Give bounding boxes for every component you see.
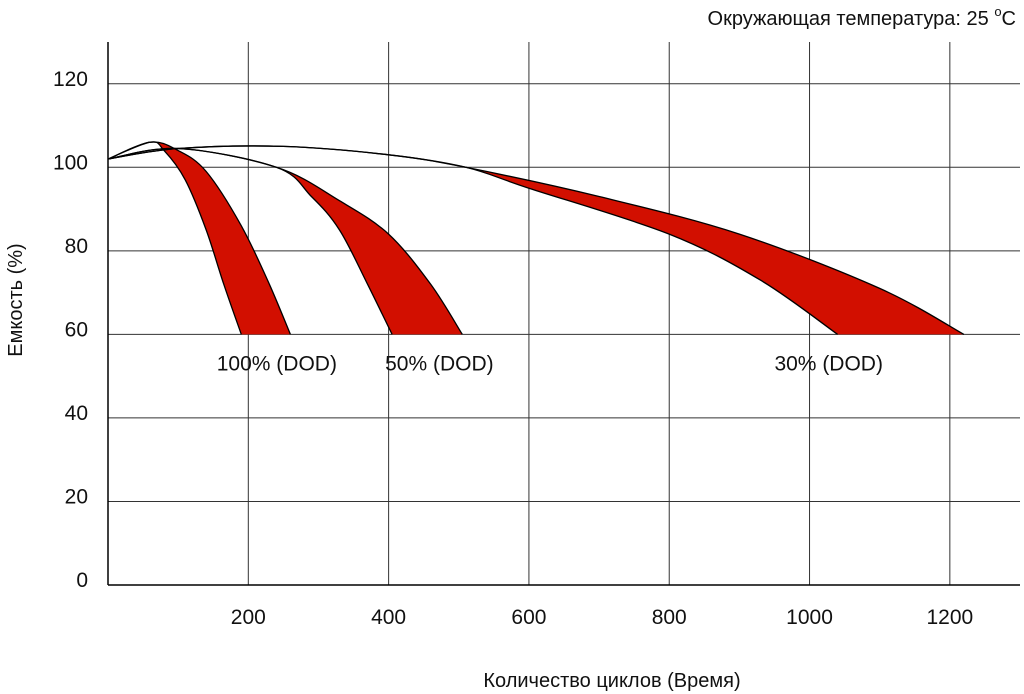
x-tick-label: 200 [231,606,266,629]
temperature-annotation: Окружающая температура: 25 oC [708,4,1016,31]
x-tick-label: 800 [652,606,687,629]
band-labels: 100% (DOD) 50% (DOD) 30% (DOD) [217,353,883,376]
dod-band-2 [108,146,964,335]
dod-band-0 [108,141,291,335]
dod-curve-upper-0 [107,141,292,335]
x-axis-title: Количество циклов (Время) [483,670,740,692]
y-tick-label: 20 [65,485,88,508]
y-tick-label: 80 [65,235,88,258]
y-tick-label: 0 [76,569,88,592]
dod-curve-upper-2 [107,145,965,335]
y-tick-label: 100 [53,151,88,174]
temperature-unit: C [1001,8,1016,30]
y-tick-label: 120 [53,68,88,91]
band-label: 100% (DOD) [217,353,337,376]
y-axis-title: Емкость (%) [5,243,27,356]
dod-bands [107,141,965,335]
band-label: 50% (DOD) [385,353,494,376]
y-tick-label: 60 [65,318,88,341]
tick-labels: 200 400 600 800 1000 1200 0 20 40 60 80 100 120 [53,68,973,629]
band-label: 30% (DOD) [774,353,883,376]
plot-frame [107,42,1020,586]
x-tick-label: 1000 [786,606,833,629]
degree-symbol: o [994,4,1002,19]
x-tick-label: 600 [511,606,546,629]
temperature-annotation-text: Окружающая температура: 25 [707,8,995,30]
x-tick-label: 1200 [926,606,973,629]
y-tick-label: 40 [65,402,88,425]
x-tick-label: 400 [371,606,406,629]
dod-band-1 [108,148,463,335]
